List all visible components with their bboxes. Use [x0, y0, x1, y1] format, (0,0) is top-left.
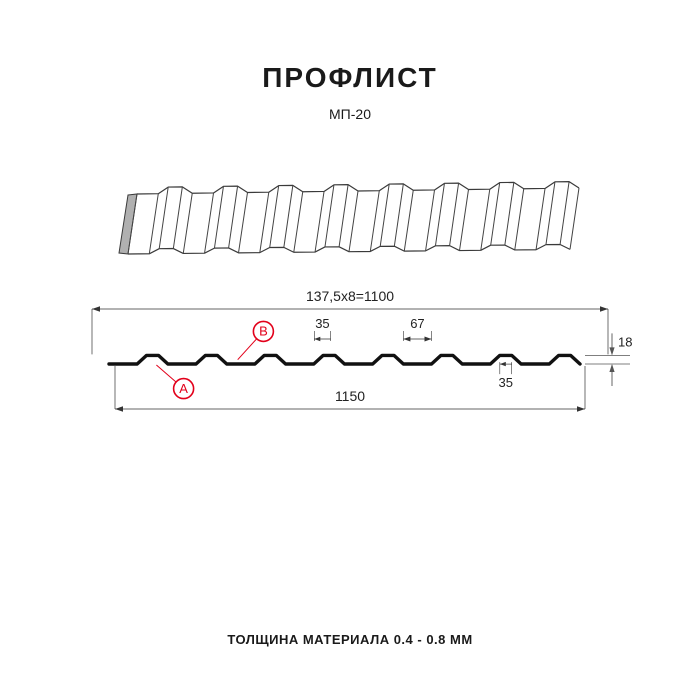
svg-text:18: 18: [618, 334, 632, 349]
svg-text:137,5x8=1100: 137,5x8=1100: [306, 288, 394, 304]
svg-text:1150: 1150: [335, 388, 365, 404]
svg-text:67: 67: [410, 316, 424, 331]
svg-text:35: 35: [315, 316, 329, 331]
svg-text:B: B: [259, 324, 268, 339]
svg-text:A: A: [179, 381, 188, 396]
svg-text:35: 35: [499, 375, 513, 390]
